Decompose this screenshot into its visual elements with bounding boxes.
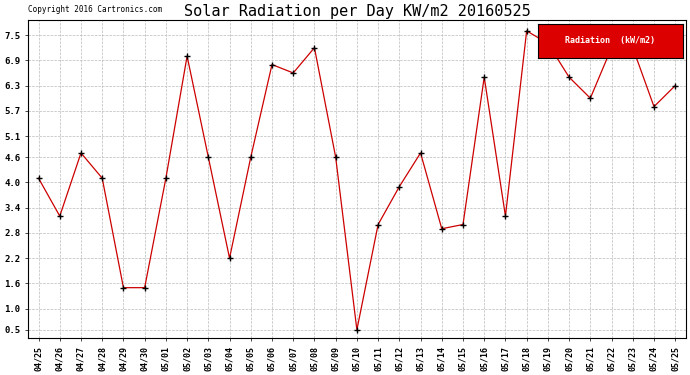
Title: Solar Radiation per Day KW/m2 20160525: Solar Radiation per Day KW/m2 20160525 (184, 4, 530, 19)
Text: Copyright 2016 Cartronics.com: Copyright 2016 Cartronics.com (28, 5, 162, 14)
